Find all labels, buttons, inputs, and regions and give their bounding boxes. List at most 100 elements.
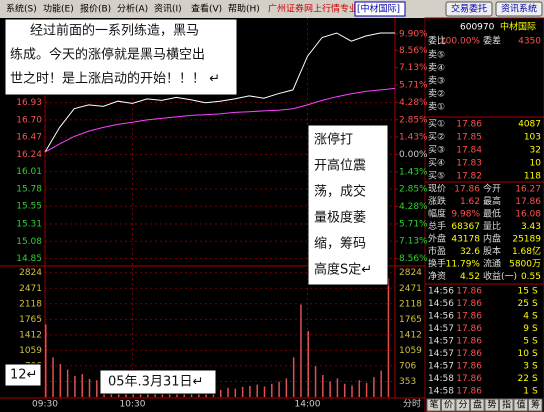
bid-volume: 103: [524, 133, 541, 143]
volume-tick-label: 2824: [19, 268, 42, 278]
volume-bar: [241, 386, 244, 397]
bid-price: 17.85: [456, 133, 482, 143]
tab[interactable]: 笔: [429, 399, 438, 411]
button-box: [495, 1, 543, 17]
volume-tick-label: 2118: [399, 299, 422, 309]
menu-item[interactable]: 查看(V): [191, 3, 222, 15]
stock-tab[interactable]: [中材国际]: [357, 3, 400, 15]
field-label: 内盘: [483, 233, 501, 245]
field-label: 收益(一): [483, 270, 517, 282]
tab-box: [484, 398, 499, 412]
y2-tick-label: 5.71%: [399, 219, 428, 229]
field-label: 流通: [483, 258, 501, 270]
tick-side: S: [532, 299, 538, 309]
volume-bar: [358, 380, 361, 397]
volume-bar: [52, 357, 54, 397]
tick-time: 14:57: [428, 324, 454, 334]
tick-side: S: [532, 362, 538, 372]
field-label: 委比: [428, 35, 446, 47]
volume-bar: [59, 364, 62, 397]
bid-price: 17.86: [456, 120, 482, 130]
bid-label: 买④: [428, 158, 445, 169]
field-value: 9.98%: [451, 210, 480, 220]
annotation-text: 12↵: [10, 368, 37, 383]
tab[interactable]: 价: [444, 400, 453, 411]
y-tick-label: 16.01: [16, 167, 42, 177]
volume-bar: [343, 383, 346, 397]
x-tick-label: 09:30: [32, 400, 58, 410]
tab[interactable]: 分: [458, 400, 467, 411]
tab[interactable]: 筹: [531, 399, 540, 411]
field-value: 11.79%: [446, 260, 481, 270]
tick-side: S: [532, 387, 538, 397]
field-value: 4350: [518, 37, 541, 47]
tab-box: [441, 398, 456, 412]
tab-box: [426, 398, 441, 412]
tick-price: 17.86: [456, 312, 482, 322]
field-value: 1.68亿: [512, 245, 541, 257]
button[interactable]: 资讯系统: [501, 3, 537, 15]
annotation-box: [4, 18, 238, 96]
tab[interactable]: 指: [502, 399, 511, 411]
y-tick-label: 16.93: [16, 98, 42, 108]
tick-side: S: [532, 312, 538, 322]
tick-price: 17.86: [456, 349, 482, 359]
field-label: 涨跌: [428, 196, 446, 207]
volume-bar: [256, 384, 258, 397]
field-label: 股本: [483, 245, 501, 257]
menu-item[interactable]: 资讯(I): [154, 4, 182, 15]
volume-bar: [271, 383, 273, 397]
field-value: 5800万: [509, 260, 541, 270]
tab[interactable]: 势: [487, 399, 496, 411]
annotation-text: 练成。今天的涨停就是黑马横空出: [10, 47, 205, 63]
tab-box: [455, 398, 470, 412]
y2-tick-label: 1.43%: [399, 133, 428, 143]
y2-tick-label: 7.13%: [399, 237, 428, 247]
tick-time: 14:57: [428, 337, 454, 347]
volume-bar: [387, 278, 390, 397]
volume-bar: [300, 304, 302, 397]
button[interactable]: 交易委托: [451, 3, 487, 15]
tick-time: 14:58: [428, 374, 454, 384]
volume-bar: [314, 366, 317, 397]
tab[interactable]: 盘: [473, 399, 482, 411]
volume-bar: [329, 381, 331, 397]
volume-tick-label: 1059: [19, 346, 42, 356]
menu-item[interactable]: 分析(A): [117, 3, 148, 15]
volume-bar: [292, 357, 295, 397]
volume-bar: [81, 374, 83, 397]
field-value: 3.43: [521, 222, 541, 232]
field-label: 最低: [483, 208, 501, 220]
annotation-text: 经过前面的一系列练造，黑马: [30, 23, 199, 39]
volume-bar: [45, 324, 47, 397]
menu-item[interactable]: 系统(S): [6, 3, 37, 15]
tick-time: 14:58: [428, 387, 454, 397]
field-label: 幅度: [428, 208, 446, 220]
tick-volume: 25: [518, 299, 529, 309]
tick-volume: 15: [518, 287, 529, 297]
menu-item[interactable]: 帮助(H): [228, 3, 260, 15]
field-value: 17.86: [454, 185, 480, 195]
tick-price: 17.86: [456, 299, 482, 309]
x-tick-label: 10:30: [120, 400, 146, 410]
y2-tick-label: 0.00%: [399, 150, 428, 160]
tick-side: S: [532, 337, 538, 347]
bid-price: 17.84: [456, 146, 482, 156]
menu-item[interactable]: 功能(E): [43, 3, 74, 15]
x-tick-label: 14:00: [295, 400, 321, 410]
bid-price: 17.83: [456, 159, 482, 169]
tick-side: S: [532, 324, 538, 334]
tab[interactable]: 值: [516, 399, 525, 411]
tab-box: [499, 398, 514, 412]
field-value: 68367: [451, 222, 480, 232]
tick-price: 17.86: [456, 387, 482, 397]
tab-box: [528, 398, 543, 412]
annotation-text: 世之时！是上涨启动的开始！！！ ↵: [10, 71, 220, 87]
volume-bar: [227, 387, 229, 397]
menu-item[interactable]: 报价(B): [80, 3, 111, 15]
y2-tick-label: 5.71%: [399, 80, 428, 90]
field-value: 43178: [451, 235, 480, 245]
tab-box: [470, 398, 485, 412]
ask-label: 卖③: [428, 76, 445, 87]
volume-tick-label: 2118: [19, 299, 42, 309]
